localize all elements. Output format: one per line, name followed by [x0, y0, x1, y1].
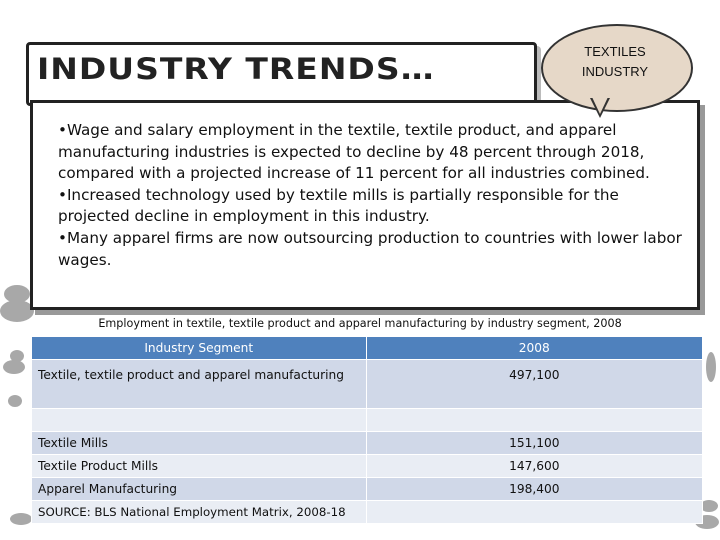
bullet-item: •Wage and salary employment in the texti…: [58, 121, 650, 183]
decorative-blob: [8, 395, 22, 407]
bubble-line: INDUSTRY: [581, 64, 649, 79]
page-title: INDUSTRY TRENDS…: [37, 51, 435, 87]
decorative-blob: [700, 500, 718, 512]
table-row: Textile Product Mills 147,600: [31, 454, 704, 478]
value-cell: 198,400: [365, 477, 704, 501]
table-row: Apparel Manufacturing 198,400: [31, 477, 704, 501]
value-cell: 151,100: [365, 431, 704, 455]
value-cell: 497,100: [365, 359, 704, 409]
bullet-item: •Increased technology used by textile mi…: [58, 185, 619, 226]
speech-bubble: [541, 24, 693, 112]
content-panel: •Wage and salary employment in the texti…: [30, 100, 700, 310]
bullet-item: •Many apparel firms are now outsourcing …: [58, 228, 682, 269]
decorative-blob: [10, 513, 32, 525]
speech-bubble-tail-fill: [592, 97, 608, 114]
segment-cell: Textile Product Mills: [31, 454, 367, 478]
table-row: SOURCE: BLS National Employment Matrix, …: [31, 500, 704, 524]
empty-cell: [365, 500, 704, 524]
employment-table: Industry Segment 2008 Textile, textile p…: [31, 336, 704, 524]
segment-cell: Textile Mills: [31, 431, 367, 455]
decorative-blob: [3, 360, 25, 374]
column-header: 2008: [365, 336, 704, 360]
bubble-line: TEXTILES: [584, 44, 646, 59]
table-header-row: Industry Segment 2008: [31, 336, 704, 360]
decorative-blob: [706, 352, 716, 382]
decorative-blob: [4, 285, 30, 303]
speech-bubble-text: TEXTILES INDUSTRY: [541, 42, 689, 82]
header-banner: INDUSTRY TRENDS…: [26, 42, 537, 106]
value-cell: 147,600: [365, 454, 704, 478]
source-note: SOURCE: BLS National Employment Matrix, …: [31, 500, 367, 524]
bullet-list: •Wage and salary employment in the texti…: [58, 120, 688, 271]
decorative-blob: [10, 350, 24, 362]
segment-cell: [31, 408, 367, 432]
table-caption: Employment in textile, textile product a…: [98, 317, 622, 330]
table-row: Textile Mills 151,100: [31, 431, 704, 455]
decorative-blob: [0, 300, 34, 322]
table-row: Textile, textile product and apparel man…: [31, 359, 704, 409]
table-row: [31, 408, 704, 432]
segment-cell: Apparel Manufacturing: [31, 477, 367, 501]
column-header: Industry Segment: [31, 336, 367, 360]
value-cell: [365, 408, 704, 432]
segment-cell: Textile, textile product and apparel man…: [31, 359, 367, 409]
